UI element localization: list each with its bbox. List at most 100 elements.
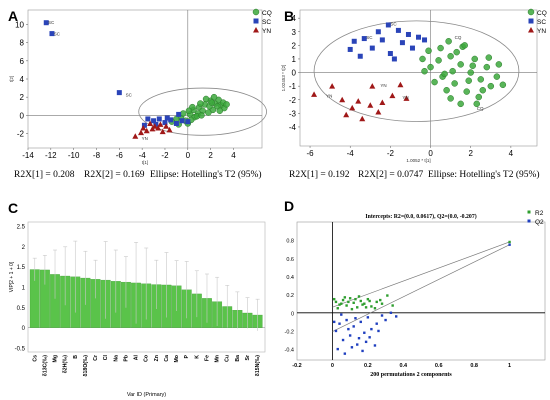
y-tick-label: 3 (292, 28, 297, 37)
plot-frame (299, 9, 538, 147)
y-tick-label: -3 (289, 109, 297, 118)
point-yn (155, 125, 162, 131)
point-r2 (370, 305, 373, 308)
category-label: Na (113, 355, 119, 362)
point-r2 (334, 300, 338, 304)
y-axis-title: t[2] (9, 76, 14, 82)
x-axis-title: Var ID (Primary) (127, 392, 166, 398)
point-sc (253, 18, 259, 24)
panel-letter-b: B (284, 8, 295, 24)
legend-label-r2: R2 (535, 210, 544, 217)
category-label: δ2H(‰) (63, 355, 69, 374)
legend-label-q2: Q2 (535, 219, 544, 226)
point-q2 (352, 325, 355, 328)
point-sc (357, 53, 363, 59)
category-label: δ15N(‰) (255, 355, 261, 377)
point-r2 (336, 307, 339, 310)
point-sc (379, 37, 385, 43)
category-label: δ13C(‰) (42, 355, 48, 377)
point-q2 (338, 322, 341, 325)
x-tick-label: -6 (116, 151, 124, 160)
point-yn (138, 129, 145, 136)
y-tick-label: 10 (15, 21, 24, 30)
x-tick-label: -2 (387, 149, 395, 158)
vip-bar-chart: -0.5 0 0.5 1 1.5 2 2.5 VIP[2 + 1 + 0] Cs δ13C(‰) M… (9, 221, 266, 398)
point-label: SC (126, 92, 133, 97)
point-yn (375, 109, 382, 115)
point-q2 (336, 347, 339, 351)
point-q2 (361, 349, 364, 353)
y-axis-title: VIP[2 + 1 + 0] (9, 261, 15, 292)
point-r2 (345, 304, 348, 307)
point-yn (157, 121, 164, 127)
point-yn (349, 104, 356, 111)
point-r2 (386, 294, 389, 297)
point-q2 (345, 318, 348, 322)
x-tick-label: 0.6 (435, 363, 443, 369)
y-tick-label: 4 (20, 75, 25, 84)
point-yn (140, 125, 147, 131)
category-label: Pb (123, 355, 129, 362)
point-sc (176, 111, 182, 117)
point-q2 (508, 243, 511, 246)
point-q2 (373, 344, 377, 347)
point-sc (49, 31, 55, 37)
point-cq (461, 42, 468, 49)
point-cq (208, 99, 216, 106)
point-cq (487, 82, 495, 90)
point-q2 (333, 320, 336, 324)
point-yn (329, 83, 336, 89)
panel-letter-c: C (8, 200, 19, 216)
point-q2 (366, 316, 370, 319)
point-r2 (356, 306, 359, 309)
point-q2 (354, 317, 357, 320)
point-yn (311, 91, 318, 97)
x-axis-title: 1.0052 * t[1] (406, 158, 430, 163)
point-q2 (377, 329, 380, 333)
category-label: Mn (215, 355, 221, 363)
point-sc (385, 22, 391, 28)
x-tick-label: -2 (161, 151, 169, 160)
y-tick-label: -1 (289, 82, 297, 91)
point-q2 (368, 336, 371, 339)
point-q2 (343, 352, 347, 355)
point-cq (467, 69, 474, 76)
point-yn (253, 27, 259, 33)
point-label: CQ (455, 35, 462, 40)
category-label: Cs (32, 355, 38, 362)
y-tick-label: 0.2 (286, 293, 294, 299)
point-q2 (375, 322, 378, 325)
category-label: Mo (174, 355, 180, 363)
point-r2 (347, 300, 350, 304)
point-sc (185, 119, 191, 125)
y-tick-label: 0.6 (286, 257, 294, 263)
point-q2 (334, 329, 338, 333)
regression-line-r2 (332, 241, 510, 308)
point-r2 (350, 307, 354, 311)
y-tick-label: 0.5 (17, 306, 26, 312)
point-yn (389, 92, 396, 99)
point-r2 (343, 296, 347, 299)
point-sc (387, 51, 393, 57)
y-tick-label: 0.8 (286, 239, 294, 245)
point-cq (197, 100, 204, 107)
point-r2 (333, 297, 336, 301)
category-label: Cu (225, 355, 231, 362)
point-cq (435, 57, 442, 64)
x-tick-label: 4 (231, 151, 236, 160)
y-tick-label: -0.2 (285, 329, 294, 335)
category-label: δ18O(‰) (83, 355, 89, 377)
y-tick-label: -2 (17, 129, 25, 138)
plot-frame (296, 221, 546, 361)
point-cq (447, 95, 454, 102)
point-r2 (508, 240, 511, 244)
x-tick-label: 2 (208, 151, 213, 160)
permutation-test-plot: -0.4 -0.2 0 0.2 0.4 0.6 0.8 -0.2 0 0.2 0.4 0.6 0.8 1 2… (285, 210, 546, 378)
pca-score-plot-b: -6 -4 -2 0 2 4 -4 -3 -2 -1 0 1 2 3 4 1.0052 * t[1] 1.024… (281, 8, 547, 163)
point-sc (153, 121, 159, 127)
point-cq (493, 73, 501, 80)
point-yn (528, 27, 534, 33)
plot-frame (27, 221, 266, 353)
point-q2 (348, 334, 352, 337)
